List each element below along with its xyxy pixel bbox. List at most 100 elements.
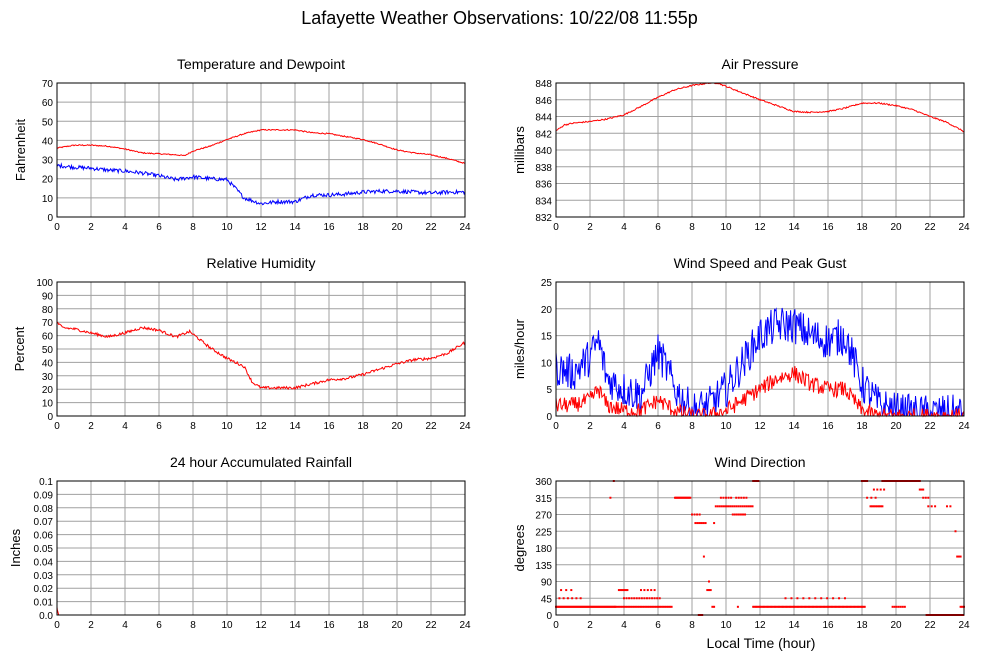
direction-point <box>713 605 716 608</box>
y-tick-label: 45 <box>541 594 553 605</box>
y-tick-label: 40 <box>42 136 54 147</box>
direction-point <box>844 597 846 600</box>
y-axis-label: degrees <box>512 524 527 571</box>
direction-point <box>833 605 836 608</box>
direction-point <box>596 605 599 608</box>
x-tick-label: 20 <box>391 620 403 631</box>
direction-point <box>797 605 800 608</box>
direction-point <box>682 496 685 499</box>
direction-point <box>787 605 790 608</box>
direction-point <box>841 605 844 608</box>
direction-point <box>562 605 565 608</box>
direction-point <box>893 605 896 608</box>
y-tick-label: 70 <box>42 79 54 90</box>
direction-point <box>606 605 608 608</box>
direction-point <box>568 605 571 608</box>
y-tick-label: 100 <box>36 278 53 289</box>
direction-point <box>706 589 709 592</box>
y-tick-label: 10 <box>42 399 54 410</box>
x-tick-label: 20 <box>890 620 902 631</box>
x-tick-label: 0 <box>553 620 559 631</box>
direction-point <box>617 605 620 608</box>
direction-point <box>612 605 615 608</box>
direction-point <box>879 488 882 491</box>
direction-point <box>662 605 665 608</box>
x-tick-label: 8 <box>689 222 695 233</box>
x-tick-label: 4 <box>621 620 627 631</box>
direction-point <box>799 605 802 608</box>
x-tick-label: 24 <box>459 620 471 631</box>
y-tick-label: 834 <box>535 196 552 207</box>
direction-point <box>674 496 676 499</box>
direction-point <box>861 605 863 608</box>
direction-point <box>698 522 701 525</box>
direction-point <box>795 605 798 608</box>
x-tick-label: 4 <box>621 222 627 233</box>
direction-point <box>702 555 705 558</box>
direction-point <box>667 605 670 608</box>
y-tick-label: 0.04 <box>34 557 54 568</box>
y-axis-label: Fahrenheit <box>13 119 28 182</box>
x-tick-label: 2 <box>88 222 94 233</box>
direction-point <box>660 605 663 608</box>
direction-point <box>696 513 699 516</box>
x-tick-label: 20 <box>391 421 403 432</box>
y-tick-label: 50 <box>42 345 54 356</box>
direction-point <box>959 605 962 608</box>
direction-point <box>808 597 811 600</box>
x-tick-label: 8 <box>689 620 695 631</box>
direction-point <box>582 605 585 608</box>
direction-point <box>640 605 642 608</box>
direction-point <box>569 605 572 608</box>
x-tick-label: 22 <box>425 620 437 631</box>
direction-point <box>839 605 842 608</box>
direction-point <box>677 496 680 499</box>
direction-point <box>675 496 678 499</box>
direction-point <box>829 605 832 608</box>
direction-point <box>780 605 783 608</box>
direction-point <box>645 605 648 608</box>
direction-point <box>903 605 906 608</box>
direction-point <box>704 522 707 525</box>
direction-point <box>676 496 679 499</box>
direction-point <box>643 597 646 600</box>
direction-point <box>791 605 794 608</box>
x-tick-label: 14 <box>788 620 800 631</box>
direction-point <box>961 605 964 608</box>
direction-point <box>613 605 616 608</box>
direction-point <box>650 605 653 608</box>
x-tick-label: 6 <box>655 421 661 432</box>
direction-point <box>636 605 639 608</box>
y-tick-label: 60 <box>42 332 54 343</box>
direction-point <box>633 597 636 600</box>
direction-point <box>619 605 622 608</box>
direction-point <box>628 597 631 600</box>
direction-point <box>700 522 703 525</box>
direction-point <box>586 605 589 608</box>
direction-point <box>640 589 642 592</box>
direction-point <box>578 605 581 608</box>
direction-point <box>696 522 699 525</box>
direction-point <box>876 505 879 508</box>
x-tick-label: 2 <box>88 421 94 432</box>
direction-point <box>883 488 886 491</box>
y-tick-label: 0 <box>546 611 552 622</box>
direction-point <box>807 605 810 608</box>
direction-point <box>651 597 654 600</box>
direction-point <box>870 496 873 499</box>
direction-point <box>957 555 960 558</box>
direction-point <box>577 605 580 608</box>
direction-point <box>827 605 829 608</box>
x-tick-label: 24 <box>459 421 471 432</box>
direction-point <box>739 513 742 516</box>
direction-point <box>575 605 578 608</box>
direction-point <box>575 597 578 600</box>
direction-point <box>863 605 866 608</box>
direction-point <box>816 605 819 608</box>
direction-point <box>768 605 771 608</box>
x-tick-label: 4 <box>122 222 128 233</box>
x-tick-label: 2 <box>88 620 94 631</box>
direction-point <box>740 496 743 499</box>
direction-point <box>623 605 625 608</box>
